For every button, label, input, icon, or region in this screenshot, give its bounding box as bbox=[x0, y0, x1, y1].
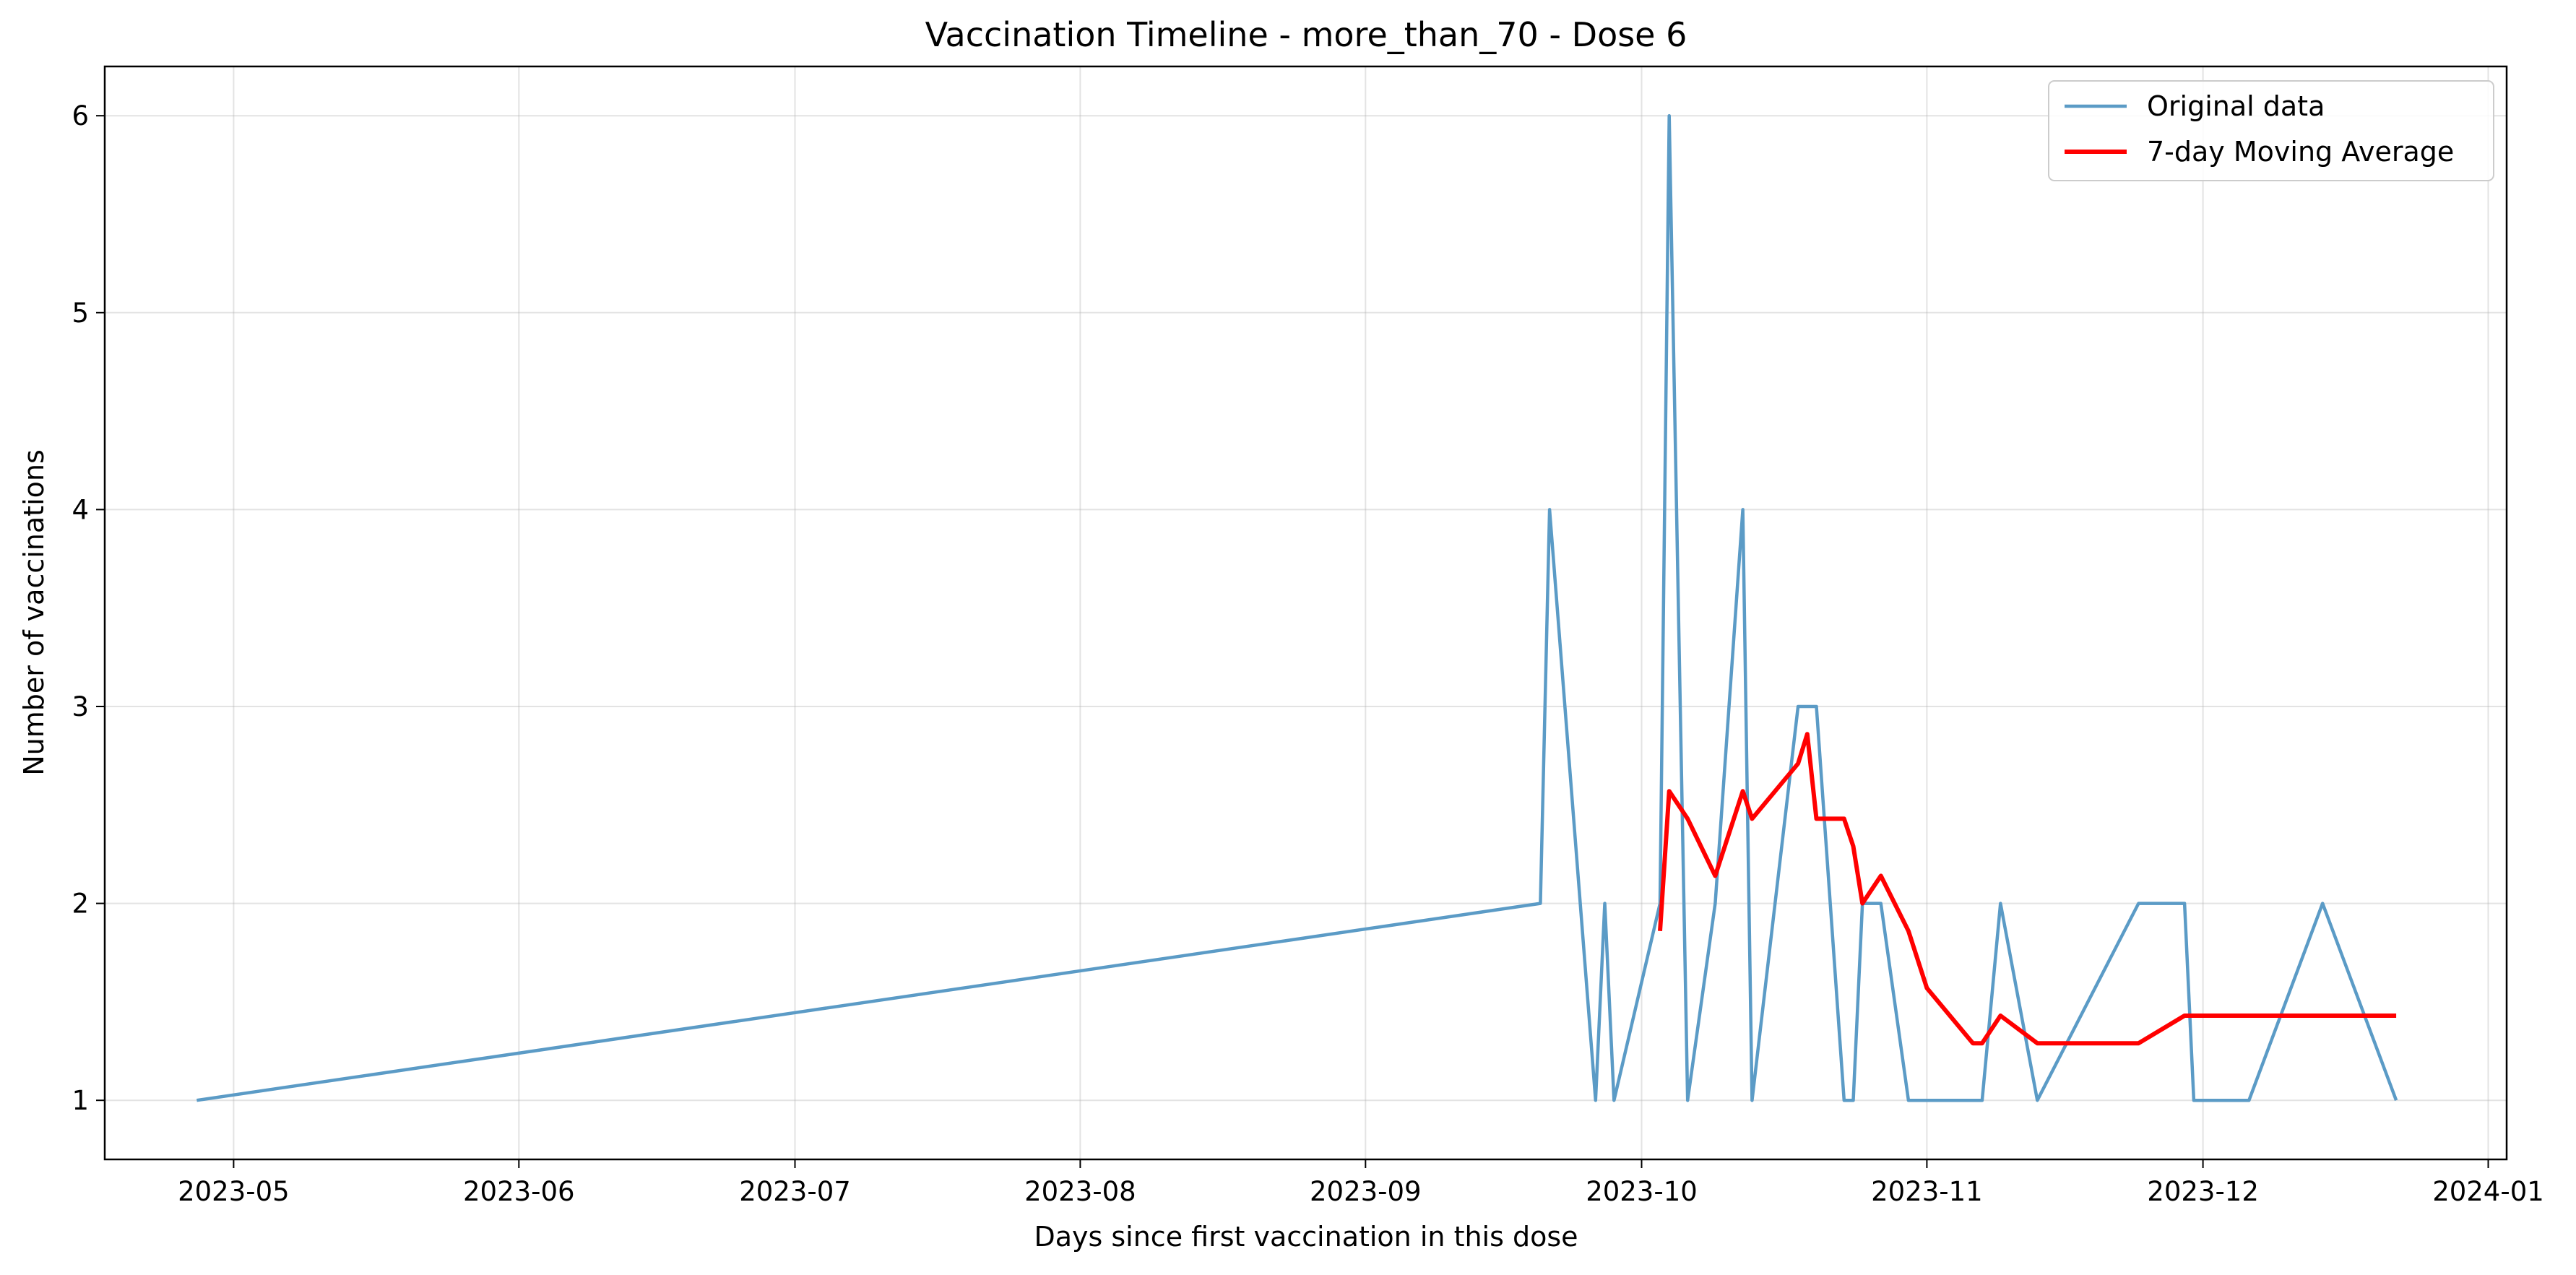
x-tick-label: 2023-08 bbox=[1024, 1176, 1136, 1207]
plot-area-frame bbox=[103, 65, 2508, 1161]
x-tick-label: 2023-09 bbox=[1310, 1176, 1422, 1207]
y-tick-label: 5 bbox=[72, 298, 89, 329]
x-tick-label: 2023-06 bbox=[463, 1176, 575, 1207]
legend-label-original-data: Original data bbox=[2147, 90, 2325, 122]
y-tick-label: 1 bbox=[72, 1085, 89, 1116]
legend-box bbox=[2048, 80, 2494, 181]
legend-label-moving-average: 7-day Moving Average bbox=[2147, 136, 2454, 168]
x-tick-label: 2023-10 bbox=[1586, 1176, 1698, 1207]
y-tick-label: 4 bbox=[72, 494, 89, 525]
series-line-moving-average bbox=[1658, 732, 2397, 1046]
series-layer bbox=[196, 113, 2398, 1102]
series-line-original-data bbox=[196, 113, 2398, 1102]
x-tick-label: 2023-12 bbox=[2147, 1176, 2259, 1207]
chart-title: Vaccination Timeline - more_than_70 - Do… bbox=[925, 15, 1687, 54]
y-tick-label: 2 bbox=[72, 889, 89, 920]
legend: Original data 7-day Moving Average bbox=[2048, 80, 2494, 181]
axis-ticks: 2023-05 2023-06 2023-07 2023-08 2023-09 2023-… bbox=[72, 100, 2543, 1207]
x-tick-label: 2023-11 bbox=[1871, 1176, 1983, 1207]
y-tick-label: 6 bbox=[72, 100, 89, 131]
x-tick-label: 2023-07 bbox=[739, 1176, 851, 1207]
x-tick-label: 2023-05 bbox=[178, 1176, 290, 1207]
x-axis-label: Days since first vaccination in this dos… bbox=[1034, 1221, 1578, 1253]
y-tick-label: 3 bbox=[72, 691, 89, 722]
y-axis-label: Number of vaccinations bbox=[18, 449, 50, 776]
x-tick-label: 2024-01 bbox=[2432, 1176, 2544, 1207]
grid bbox=[105, 66, 2507, 1159]
